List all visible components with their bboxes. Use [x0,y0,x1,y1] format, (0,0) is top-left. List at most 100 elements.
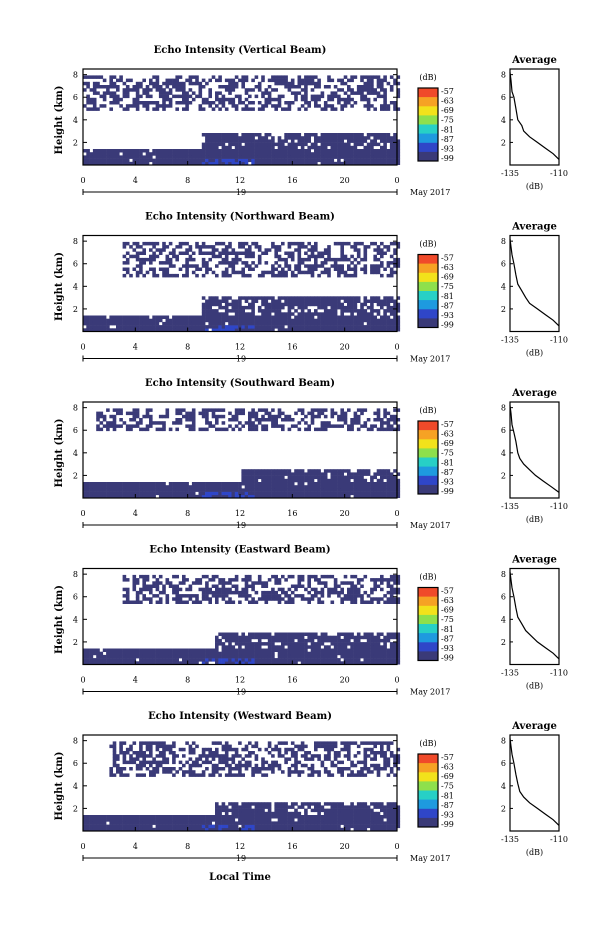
heatmap-cell [271,648,275,652]
heatmap-cell [92,328,97,332]
heatmap-cell [363,318,368,323]
panel-title: Echo Intensity (Vertical Beam) [154,45,327,56]
heatmap-cell [191,328,196,332]
heatmap-cell [241,658,245,662]
heatmap-cell [323,651,328,656]
heatmap-cell [215,658,219,662]
heatmap-cell [271,488,275,492]
heatmap-cell [188,658,193,662]
heatmap-cell [218,651,222,656]
heatmap-cell [337,145,341,150]
heatmap-cell [106,648,110,652]
average-x-tick-label: -110 [550,336,568,345]
heatmap-cell [132,325,137,329]
heatmap-cell [139,488,143,492]
heatmap-cell [251,101,255,105]
heatmap-cell [281,658,285,662]
heatmap-cell [102,491,107,496]
heatmap-cell [356,642,361,646]
heatmap-cell [83,149,87,153]
heatmap-cell [343,142,348,147]
heatmap-cell [145,411,150,416]
heatmap-cell [172,251,176,255]
heatmap-cell [314,642,318,646]
heatmap-cell [248,584,252,588]
heatmap-cell [373,648,377,652]
heatmap-cell [366,136,371,140]
heatmap-cell [145,88,150,92]
heatmap-cell [383,158,387,163]
heatmap-cell [241,267,245,271]
heatmap-cell [314,75,318,79]
heatmap-cell [175,245,179,249]
heatmap-cell [373,488,377,492]
heatmap-cell [271,136,275,140]
heatmap-cell [333,424,338,428]
heatmap-cell [343,305,348,310]
heatmap-cell [96,318,100,323]
heatmap-cell [264,475,269,480]
heatmap-cell [389,587,394,592]
heatmap-cell [386,321,391,326]
heatmap-cell [353,264,358,268]
heatmap-cell [135,155,140,159]
heatmap-cell [215,651,219,656]
heatmap-cell [261,635,265,640]
heatmap-cell [112,821,117,825]
heatmap-cell [83,815,87,819]
heatmap-cell [228,97,232,102]
heatmap-cell [337,315,341,319]
heatmap-cell [287,149,292,153]
heatmap-cell [231,299,236,303]
heatmap-cell [109,767,113,771]
heatmap-cell [333,325,338,329]
heatmap-cell [330,494,335,498]
heatmap-cell [290,491,295,496]
heatmap-cell [231,427,236,432]
heatmap-cell [366,418,371,422]
heatmap-cell [383,101,387,105]
heatmap-cell [356,587,361,592]
heatmap-cell [211,411,216,416]
heatmap-cell [330,296,335,300]
heatmap-cell [274,414,278,419]
heatmap-cell [297,485,302,489]
heatmap-cell [175,594,179,598]
heatmap-cell [274,248,278,252]
heatmap-cell [241,478,245,483]
heatmap-cell [261,107,265,111]
heatmap-cell [320,161,325,165]
heatmap-cell [102,488,107,492]
heatmap-cell [380,149,384,153]
heatmap-cell [294,155,298,159]
heatmap-cell [366,661,371,665]
heatmap-cell [149,267,153,271]
heatmap-cell [271,654,275,659]
heatmap-cell [228,261,232,265]
heatmap-cell [380,645,384,649]
heatmap-cell [261,632,265,636]
heatmap-cell [145,482,150,486]
heatmap-cell [350,273,354,278]
heatmap-cell [310,587,315,592]
heatmap-cell [376,133,381,137]
heatmap-cell [109,91,113,95]
heatmap-cell [119,485,123,489]
heatmap-cell [116,658,120,662]
heatmap-cell [383,161,387,165]
heatmap-cell [188,94,193,99]
heatmap-cell [396,145,401,150]
heatmap-cell [274,491,278,496]
heatmap-cell [261,299,265,303]
heatmap-cell [389,318,394,323]
heatmap-cell [356,299,361,303]
heatmap-cell [182,581,186,585]
heatmap-cell [360,149,364,153]
heatmap-cell [139,264,143,268]
average-x-label: (dB) [526,182,543,191]
average-y-tick-label: 2 [501,638,506,647]
heatmap-cell [360,315,364,319]
heatmap-cell [360,161,364,165]
heatmap-cell [182,408,186,412]
heatmap-cell [264,590,269,595]
